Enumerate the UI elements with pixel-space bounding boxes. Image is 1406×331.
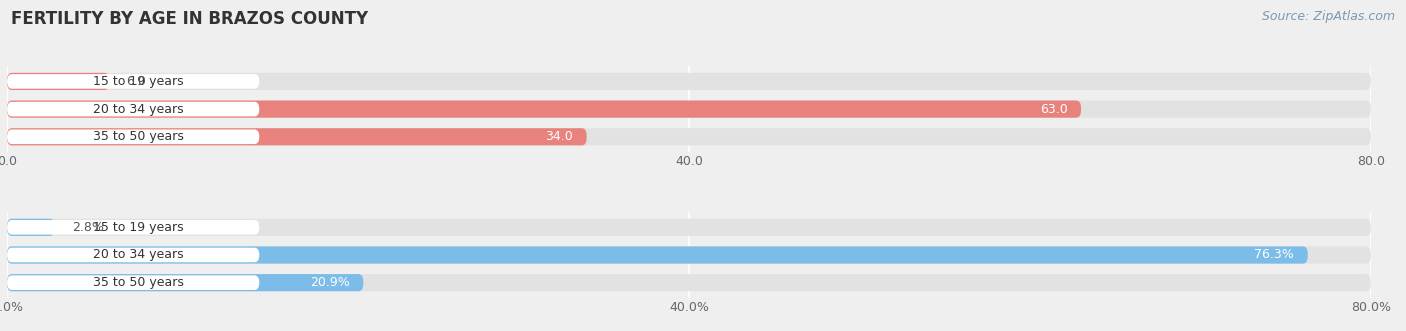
FancyBboxPatch shape (7, 219, 55, 236)
Text: 2.8%: 2.8% (72, 221, 104, 234)
Text: 63.0: 63.0 (1039, 103, 1067, 116)
Text: 15 to 19 years: 15 to 19 years (93, 221, 184, 234)
FancyBboxPatch shape (7, 246, 1308, 263)
FancyBboxPatch shape (7, 102, 259, 117)
Text: 34.0: 34.0 (546, 130, 574, 143)
FancyBboxPatch shape (7, 246, 1371, 263)
Text: 20.9%: 20.9% (309, 276, 350, 289)
Text: 15 to 19 years: 15 to 19 years (93, 75, 184, 88)
FancyBboxPatch shape (7, 275, 259, 290)
FancyBboxPatch shape (7, 73, 1371, 90)
Text: FERTILITY BY AGE IN BRAZOS COUNTY: FERTILITY BY AGE IN BRAZOS COUNTY (11, 10, 368, 28)
FancyBboxPatch shape (7, 274, 1371, 291)
Text: 76.3%: 76.3% (1254, 249, 1294, 261)
Text: 35 to 50 years: 35 to 50 years (93, 276, 184, 289)
FancyBboxPatch shape (7, 101, 1081, 118)
FancyBboxPatch shape (7, 101, 1371, 118)
FancyBboxPatch shape (7, 220, 259, 235)
FancyBboxPatch shape (7, 128, 586, 145)
FancyBboxPatch shape (7, 128, 1371, 145)
Text: 20 to 34 years: 20 to 34 years (93, 249, 184, 261)
FancyBboxPatch shape (7, 74, 259, 89)
Text: 6.0: 6.0 (127, 75, 146, 88)
Text: 20 to 34 years: 20 to 34 years (93, 103, 184, 116)
FancyBboxPatch shape (7, 274, 363, 291)
Text: 35 to 50 years: 35 to 50 years (93, 130, 184, 143)
FancyBboxPatch shape (7, 129, 259, 144)
FancyBboxPatch shape (7, 219, 1371, 236)
FancyBboxPatch shape (7, 248, 259, 262)
FancyBboxPatch shape (7, 73, 110, 90)
Text: Source: ZipAtlas.com: Source: ZipAtlas.com (1261, 10, 1395, 23)
